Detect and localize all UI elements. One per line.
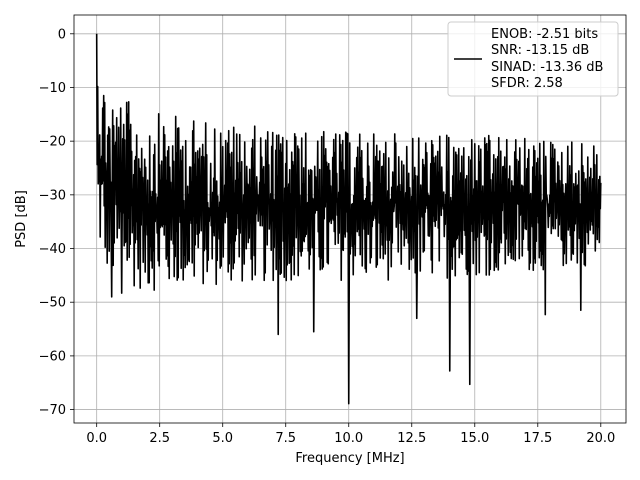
x-tick-label: 10.0: [334, 431, 363, 446]
x-tick-label: 15.0: [460, 431, 489, 446]
y-axis-ticks: 0 −10 −20 −30 −40 −50 −60 −70: [39, 27, 74, 418]
legend: ENOB: -2.51 bits SNR: -13.15 dB SINAD: -…: [447, 21, 619, 97]
legend-snr: SNR: -13.15 dB: [491, 43, 589, 58]
plot-frame: [73, 14, 627, 424]
x-axis-ticks: 0.0 2.5 5.0 7.5 10.0 12.5 15.0 17.5 20.0: [86, 423, 615, 446]
legend-sinad: SINAD: -13.36 dB: [491, 60, 603, 75]
x-tick-label: 7.5: [275, 431, 296, 446]
y-tick-label: −40: [39, 242, 66, 257]
y-tick-label: −30: [39, 188, 66, 203]
psd-series-line: [95, 33, 602, 405]
y-tick-label: −60: [39, 349, 66, 364]
legend-sfdr: SFDR: 2.58: [491, 76, 563, 91]
x-tick-label: 2.5: [149, 431, 170, 446]
y-tick-label: −70: [39, 403, 66, 418]
y-tick-label: −20: [39, 135, 66, 150]
x-tick-label: 20.0: [586, 431, 615, 446]
x-tick-label: 12.5: [397, 431, 426, 446]
legend-enob: ENOB: -2.51 bits: [491, 27, 598, 42]
y-axis-label: PSD [dB]: [14, 190, 29, 248]
legend-box: [447, 21, 619, 97]
x-tick-label: 17.5: [523, 431, 552, 446]
y-tick-label: 0: [58, 27, 66, 42]
x-axis-label: Frequency [MHz]: [295, 451, 404, 466]
x-tick-label: 5.0: [212, 431, 233, 446]
y-tick-label: −50: [39, 296, 66, 311]
y-tick-label: −10: [39, 81, 66, 96]
plot-area: [95, 33, 602, 405]
x-tick-label: 0.0: [86, 431, 107, 446]
